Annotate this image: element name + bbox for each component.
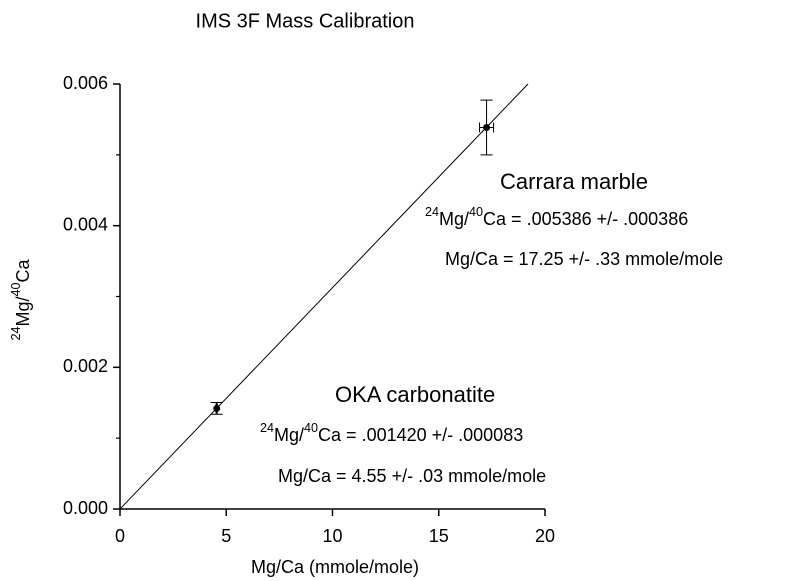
text-part: Mg/	[439, 209, 469, 229]
point	[483, 123, 491, 131]
chart-title: IMS 3F Mass Calibration	[196, 10, 415, 32]
point	[213, 404, 221, 412]
annotation: Mg/Ca = 17.25 +/- .33 mmole/mole	[445, 249, 723, 269]
x-tick-label: 20	[535, 526, 555, 546]
y-tick-label: 0.000	[63, 498, 108, 518]
superscript: 40	[9, 282, 23, 296]
x-tick-label: 0	[115, 526, 125, 546]
x-axis-label: Mg/Ca (mmole/mole)	[251, 557, 419, 577]
x-tick-label: 10	[322, 526, 342, 546]
text-part: Carrara marble	[500, 169, 648, 194]
annotation: 24Mg/40Ca = .001420 +/- .000083	[260, 421, 523, 444]
text-part: Mg/Ca = 17.25 +/- .33 mmole/mole	[445, 249, 723, 269]
fit-line	[119, 83, 529, 510]
y-tick-label: 0.002	[63, 356, 108, 376]
y-axis-label: 24Mg/40Ca	[9, 258, 32, 340]
text-part: Ca = .005386 +/- .000386	[483, 209, 688, 229]
superscript: 24	[9, 327, 23, 341]
superscript: 24	[425, 205, 439, 219]
superscript: 24	[260, 421, 274, 435]
annotation: 24Mg/40Ca = .005386 +/- .000386	[425, 205, 688, 228]
annotation: Carrara marble	[500, 169, 648, 194]
x-tick-label: 15	[429, 526, 449, 546]
annotation: Mg/Ca = 4.55 +/- .03 mmole/mole	[278, 466, 546, 486]
text-part: Ca	[13, 258, 33, 282]
superscript: 40	[469, 205, 483, 219]
text-part: Mg/Ca = 4.55 +/- .03 mmole/mole	[278, 466, 546, 486]
y-tick-label: 0.004	[63, 214, 108, 234]
x-tick-label: 5	[221, 526, 231, 546]
text-part: Ca = .001420 +/- .000083	[318, 425, 523, 445]
annotation: OKA carbonatite	[335, 382, 495, 407]
y-tick-label: 0.006	[63, 73, 108, 93]
text-part: OKA carbonatite	[335, 382, 495, 407]
superscript: 40	[304, 421, 318, 435]
text-part: Mg/	[274, 425, 304, 445]
text-part: Mg/	[13, 297, 33, 327]
